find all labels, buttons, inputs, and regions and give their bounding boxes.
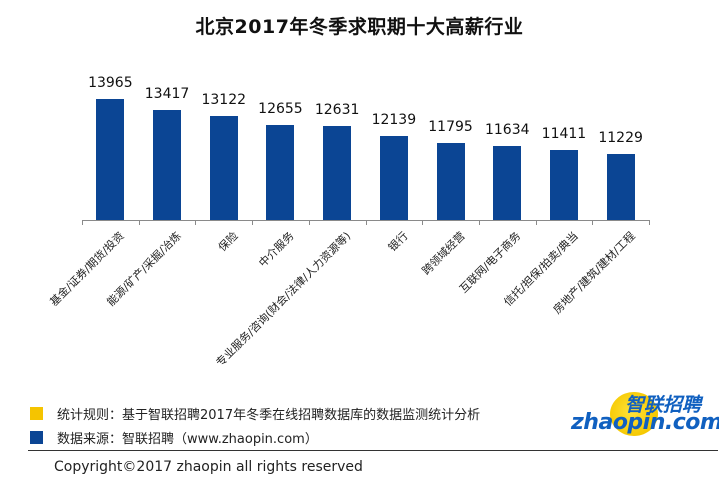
bar <box>379 135 408 220</box>
axis-tick <box>195 220 197 225</box>
data-label: 11795 <box>428 118 473 135</box>
data-label: 12655 <box>258 101 303 118</box>
bar <box>266 125 295 220</box>
zhaopin-logo: 智联招聘 zhaopin.com <box>565 390 719 438</box>
data-label: 12139 <box>371 111 417 128</box>
axis-tick <box>365 220 367 225</box>
bar <box>493 145 522 220</box>
bar <box>323 125 352 220</box>
legend-item-source: 数据来源：智联招聘（www.zhaopin.com） <box>30 428 318 447</box>
axis-tick <box>592 220 594 225</box>
bar <box>606 154 635 220</box>
data-label: 11634 <box>484 121 530 138</box>
bar <box>209 115 238 220</box>
data-label: 12631 <box>314 101 360 118</box>
category-label: 银行 <box>385 229 411 255</box>
legend-label: 数据来源：智联招聘（www.zhaopin.com） <box>57 432 318 447</box>
data-label: 11229 <box>598 130 643 146</box>
axis-tick <box>308 220 310 225</box>
data-label: 13417 <box>144 86 190 103</box>
axis-tick <box>535 220 537 225</box>
axis-tick <box>478 220 480 225</box>
axis-tick <box>252 220 254 225</box>
category-label: 中介服务 <box>256 229 298 270</box>
chart-title: 北京2017年冬季求职期十大高薪行业 <box>195 16 524 38</box>
footer-divider <box>28 450 718 451</box>
legend-label: 统计规则：基于智联招聘2017年冬季在线招聘数据库的数据监测统计分析 <box>57 408 481 423</box>
bar <box>549 150 578 220</box>
bar <box>153 110 182 220</box>
logo-sun-icon <box>610 392 658 436</box>
axis-tick <box>422 220 424 225</box>
logo-en-text: zhaopin.com <box>571 410 719 435</box>
data-label: 11411 <box>541 126 587 143</box>
copyright-text: Copyright©2017 zhaopin all rights reserv… <box>54 459 363 475</box>
category-label: 跨领域经营 <box>419 229 468 278</box>
axis-tick <box>649 220 650 225</box>
bar <box>436 142 465 220</box>
bar <box>96 99 125 220</box>
category-label: 保险 <box>215 229 241 255</box>
logo-cn-text: 智联招聘 <box>625 394 702 416</box>
blue-swatch-icon <box>30 431 43 444</box>
data-label: 13965 <box>88 75 133 91</box>
data-label: 13122 <box>201 91 247 108</box>
axis-tick <box>138 220 140 225</box>
yellow-swatch-icon <box>30 407 43 420</box>
legend-item-rule: 统计规则：基于智联招聘2017年冬季在线招聘数据库的数据监测统计分析 <box>30 404 480 423</box>
axis-tick <box>82 220 83 225</box>
